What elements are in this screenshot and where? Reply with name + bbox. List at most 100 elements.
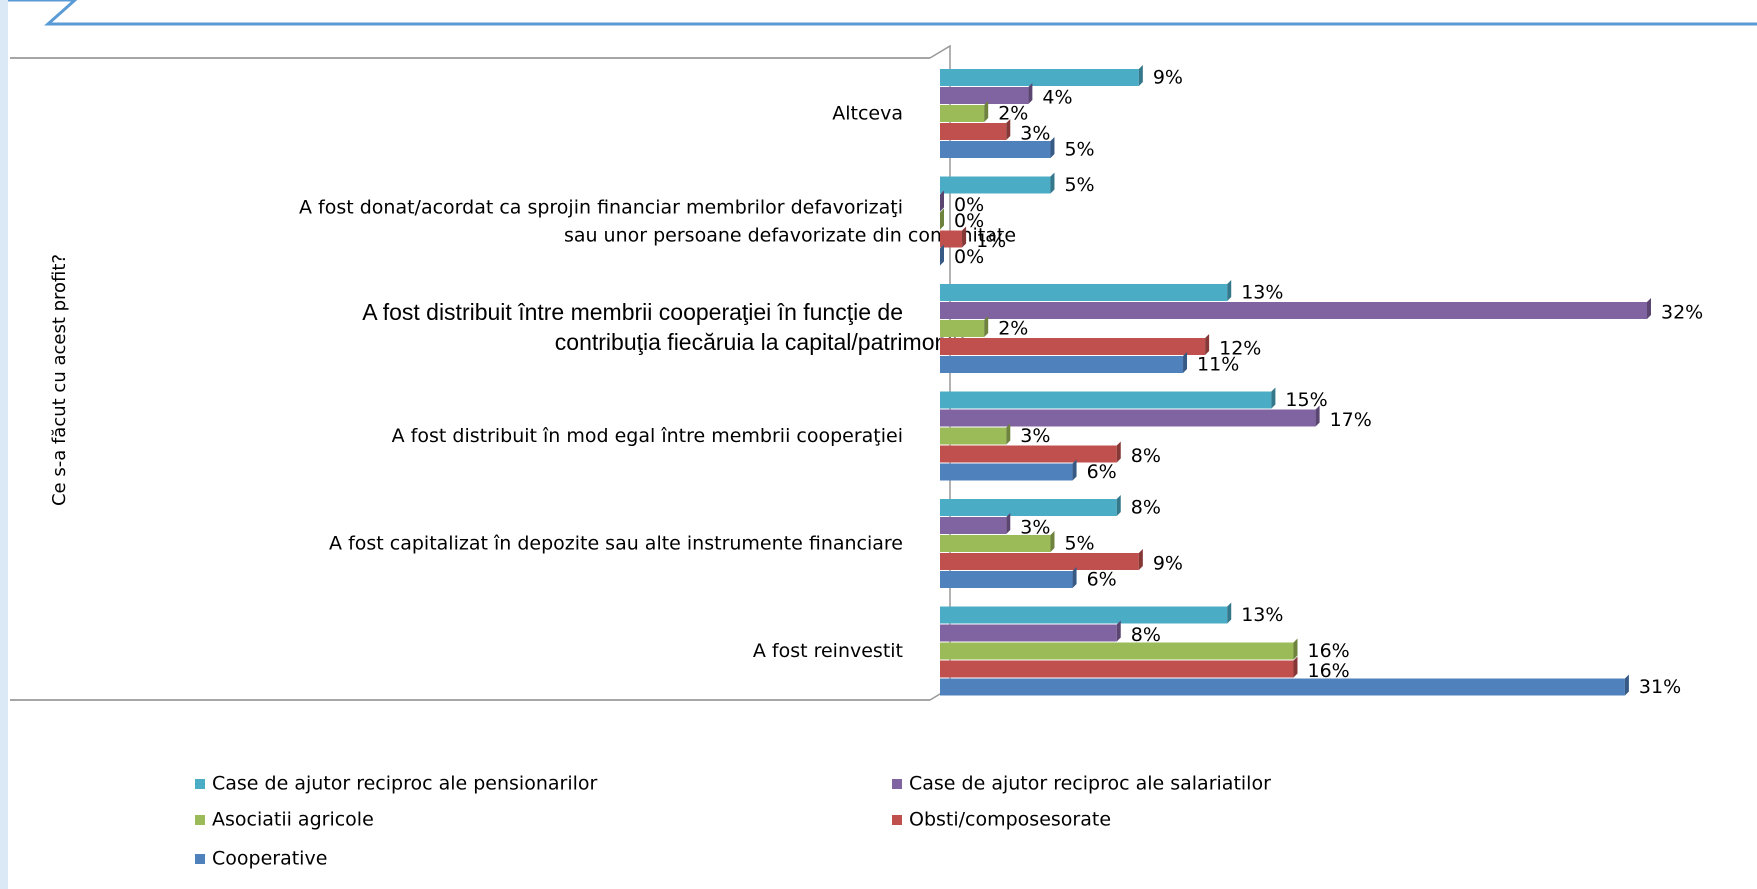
bar-end <box>1072 459 1077 481</box>
data-label: 31% <box>1639 676 1681 698</box>
bar-end <box>1050 137 1055 158</box>
bar <box>940 463 1073 481</box>
bar <box>940 499 1117 516</box>
data-label: 6% <box>1087 569 1117 591</box>
bar <box>940 391 1272 409</box>
data-label: 0% <box>954 210 984 232</box>
data-label: 6% <box>1087 461 1117 483</box>
legend-label: Case de ajutor reciproc ale pensionarilo… <box>212 773 598 795</box>
legend-label: Cooperative <box>212 848 327 870</box>
bar <box>940 571 1073 588</box>
category-label: A fost donat/acordat ca sprojin financia… <box>299 196 1016 246</box>
bar-end <box>1183 352 1188 373</box>
bar-end <box>940 190 944 212</box>
bar-end <box>1050 531 1055 552</box>
data-label: 13% <box>1241 604 1283 626</box>
bar-end <box>1116 620 1121 642</box>
legend-swatch <box>195 779 205 789</box>
data-label: 9% <box>1153 553 1183 575</box>
bar-end <box>1227 280 1232 301</box>
bar <box>940 606 1228 624</box>
bar-end <box>1006 513 1011 534</box>
data-label: 5% <box>1064 533 1094 555</box>
bar-end <box>1072 567 1077 588</box>
bar <box>940 409 1316 427</box>
bar <box>940 69 1139 86</box>
data-label: 8% <box>1131 497 1161 519</box>
slide-decoration <box>0 0 1757 26</box>
bar-end <box>1205 334 1210 355</box>
bar-end <box>940 244 944 266</box>
slide-edge <box>0 0 8 889</box>
bar <box>940 356 1184 373</box>
bar-end <box>1138 65 1143 86</box>
bar <box>940 230 963 248</box>
legend-swatch <box>892 815 902 825</box>
data-label: 3% <box>1020 123 1050 145</box>
bar-end <box>1227 602 1232 624</box>
data-label: 9% <box>1153 67 1183 89</box>
data-label: 2% <box>998 103 1028 125</box>
data-label: 3% <box>1020 425 1050 447</box>
data-label: 16% <box>1308 660 1350 682</box>
bar <box>940 427 1007 445</box>
data-label: 1% <box>976 230 1006 252</box>
bar <box>940 302 1647 319</box>
data-label: 32% <box>1661 302 1703 324</box>
data-label: 13% <box>1241 282 1283 304</box>
bar-end <box>1116 441 1121 463</box>
data-label: 0% <box>954 194 984 216</box>
data-label: 16% <box>1308 640 1350 662</box>
bar-end <box>1006 423 1011 445</box>
bar <box>940 320 985 337</box>
data-label: 8% <box>1131 624 1161 646</box>
data-label: 11% <box>1197 354 1239 376</box>
bar-end <box>1050 172 1055 194</box>
category-label: Altceva <box>832 103 903 125</box>
data-label: 4% <box>1042 87 1072 109</box>
bar <box>940 284 1228 301</box>
bar-end <box>1028 83 1033 104</box>
data-label: 12% <box>1219 338 1261 360</box>
bar-end <box>984 101 989 122</box>
bar-end <box>1293 656 1298 678</box>
legend-label: Obsti/composesorate <box>909 809 1111 831</box>
data-label: 5% <box>1064 174 1094 196</box>
data-label: 3% <box>1020 517 1050 539</box>
bar-end <box>1624 674 1629 696</box>
bar <box>940 624 1117 642</box>
data-label: 17% <box>1330 409 1372 431</box>
bar <box>940 123 1007 140</box>
legend-label: Case de ajutor reciproc ale salariatilor <box>909 773 1271 795</box>
bar <box>940 338 1206 355</box>
bar <box>940 517 1007 534</box>
category-label: A fost capitalizat în depozite sau alte … <box>329 533 903 555</box>
category-label: A fost distribuit în mod egal între memb… <box>392 425 903 447</box>
bar <box>940 87 1029 104</box>
legend-swatch <box>892 779 902 789</box>
category-label: A fost reinvestit <box>753 640 903 662</box>
data-label: 0% <box>954 246 984 268</box>
legend-swatch <box>195 854 205 864</box>
legend-swatch <box>195 815 205 825</box>
bar <box>940 642 1294 660</box>
bar-end <box>984 316 989 337</box>
bar <box>940 176 1051 194</box>
legend-label: Asociatii agricole <box>212 809 374 831</box>
data-label: 8% <box>1131 445 1161 467</box>
bar <box>940 678 1625 696</box>
bar-end <box>1315 405 1320 427</box>
bar <box>940 535 1051 552</box>
category-label: A fost distribuit între membrii cooperaţ… <box>362 299 965 355</box>
bar <box>940 141 1051 158</box>
bar-end <box>1138 549 1143 570</box>
bar <box>940 660 1294 678</box>
bar-end <box>940 208 944 230</box>
bar-end <box>1647 298 1651 319</box>
bar-end <box>1006 119 1011 140</box>
bar <box>940 553 1139 570</box>
bar <box>940 105 985 122</box>
bar-end <box>1293 638 1298 660</box>
